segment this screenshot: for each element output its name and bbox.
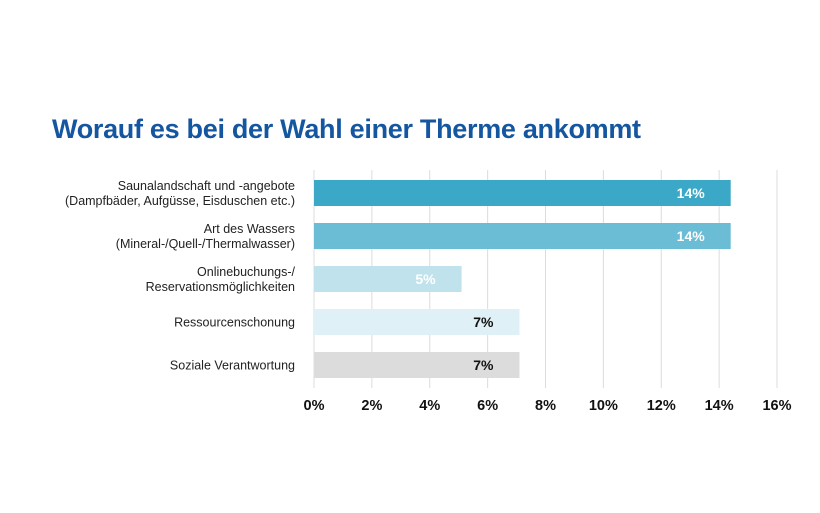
x-tick-label: 12% [647, 398, 676, 414]
data-label: 7% [473, 357, 494, 373]
category-label: Art des Wassers [204, 222, 295, 236]
x-tick-label: 10% [589, 398, 618, 414]
category-label: (Dampfbäder, Aufgüsse, Eisduschen etc.) [65, 194, 295, 208]
data-label: 5% [415, 271, 436, 287]
bar [314, 309, 520, 335]
category-label: (Mineral-/Quell-/Thermalwasser) [116, 237, 295, 251]
chart-title: Worauf es bei der Wahl einer Therme anko… [52, 114, 641, 144]
x-tick-label: 2% [361, 398, 382, 414]
category-label: Soziale Verantwortung [170, 359, 295, 373]
x-tick-label: 8% [535, 398, 556, 414]
category-label: Onlinebuchungs-/ [197, 265, 296, 279]
bars: 14% 14% 5% 7% 7% [314, 180, 731, 378]
data-label: 7% [473, 314, 494, 330]
x-tick-label: 4% [419, 398, 440, 414]
category-labels: Saunalandschaft und -angebote(Dampfbäder… [65, 179, 296, 373]
bar [314, 223, 731, 249]
bar [314, 180, 731, 206]
x-tick-label: 14% [705, 398, 734, 414]
x-axis-tick-labels: 0% 2% 4% 6% 8% 10% 12% 14% 16% [304, 398, 792, 414]
bar [314, 266, 462, 292]
data-label: 14% [677, 228, 706, 244]
x-tick-label: 16% [762, 398, 791, 414]
category-label: Ressourcenschonung [174, 316, 295, 330]
x-tick-label: 0% [304, 398, 325, 414]
bar [314, 352, 520, 378]
x-tick-label: 6% [477, 398, 498, 414]
category-label: Reservationsmöglichkeiten [146, 280, 295, 294]
data-label: 14% [677, 185, 706, 201]
category-label: Saunalandschaft und -angebote [118, 179, 295, 193]
